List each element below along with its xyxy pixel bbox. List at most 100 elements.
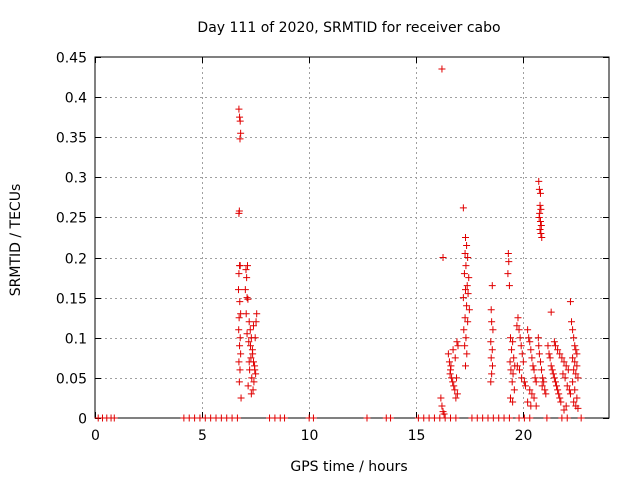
data-point bbox=[447, 362, 455, 370]
data-point bbox=[506, 334, 514, 342]
data-point bbox=[570, 334, 578, 342]
data-point bbox=[242, 310, 250, 318]
data-point bbox=[540, 378, 548, 386]
data-point bbox=[546, 354, 554, 362]
data-point bbox=[573, 394, 581, 402]
data-point bbox=[541, 386, 549, 394]
data-point bbox=[459, 294, 467, 302]
data-point bbox=[521, 382, 529, 390]
data-point bbox=[110, 414, 118, 422]
data-point bbox=[461, 342, 469, 350]
y-tick-label: 0.15 bbox=[56, 292, 87, 308]
data-point bbox=[550, 338, 558, 346]
data-point bbox=[461, 250, 469, 258]
data-point bbox=[558, 354, 566, 362]
y-tick-label: 0.45 bbox=[56, 51, 87, 67]
data-point bbox=[460, 326, 468, 334]
y-tick-label: 0.2 bbox=[65, 252, 87, 268]
data-point bbox=[250, 378, 258, 386]
x-tick-label: 20 bbox=[515, 428, 533, 444]
data-point bbox=[538, 382, 546, 390]
data-point bbox=[243, 262, 251, 270]
data-point bbox=[527, 346, 535, 354]
data-point bbox=[236, 298, 244, 306]
data-point bbox=[452, 394, 460, 402]
data-point bbox=[518, 350, 526, 358]
data-point bbox=[505, 258, 513, 266]
data-point bbox=[438, 402, 446, 410]
data-point bbox=[445, 358, 453, 366]
data-point bbox=[532, 402, 540, 410]
data-point bbox=[509, 398, 517, 406]
data-point bbox=[233, 414, 241, 422]
data-point bbox=[242, 266, 250, 274]
data-point bbox=[563, 414, 571, 422]
data-point bbox=[560, 406, 568, 414]
data-point bbox=[243, 274, 251, 282]
data-point bbox=[236, 366, 244, 374]
data-point bbox=[236, 342, 244, 350]
data-point bbox=[504, 270, 512, 278]
data-point bbox=[508, 346, 516, 354]
y-tick-labels: 0 0.05 0.1 0.15 0.2 0.25 0.3 0.35 0.4 0.45 bbox=[56, 51, 87, 428]
data-point bbox=[235, 105, 243, 113]
data-point bbox=[463, 242, 471, 250]
data-point bbox=[506, 358, 514, 366]
data-point bbox=[519, 358, 527, 366]
data-point bbox=[489, 326, 497, 334]
data-point bbox=[557, 398, 565, 406]
data-point bbox=[550, 374, 558, 382]
data-point bbox=[463, 282, 471, 290]
data-point bbox=[252, 318, 260, 326]
data-point bbox=[236, 334, 244, 342]
data-point bbox=[574, 374, 582, 382]
data-point bbox=[539, 374, 547, 382]
y-tick-label: 0.4 bbox=[65, 91, 87, 107]
data-points bbox=[94, 65, 585, 422]
data-point bbox=[577, 414, 585, 422]
data-point bbox=[235, 209, 243, 217]
data-point bbox=[281, 414, 289, 422]
data-point bbox=[462, 286, 470, 294]
axis-ticks bbox=[95, 57, 609, 419]
data-point bbox=[548, 366, 556, 374]
data-point bbox=[237, 129, 245, 137]
data-point bbox=[437, 394, 445, 402]
data-point bbox=[573, 362, 581, 370]
data-point bbox=[459, 204, 467, 212]
data-point bbox=[460, 270, 468, 278]
x-tick-labels: 0 5 10 15 20 bbox=[91, 428, 532, 444]
data-point bbox=[234, 286, 242, 294]
data-point bbox=[488, 362, 496, 370]
data-point bbox=[571, 386, 579, 394]
data-point bbox=[488, 318, 496, 326]
data-point bbox=[462, 234, 470, 241]
data-point bbox=[464, 254, 472, 262]
data-point bbox=[509, 338, 517, 346]
data-point bbox=[465, 274, 473, 282]
data-point bbox=[487, 354, 495, 362]
data-point bbox=[363, 414, 371, 422]
data-point bbox=[237, 350, 245, 358]
grid-lines bbox=[95, 57, 609, 418]
data-point bbox=[530, 366, 538, 374]
data-point bbox=[526, 414, 534, 422]
data-point bbox=[528, 390, 536, 398]
data-point bbox=[444, 350, 452, 358]
data-point bbox=[246, 342, 254, 350]
data-point bbox=[549, 370, 557, 378]
data-point bbox=[556, 350, 564, 358]
data-point bbox=[454, 342, 462, 350]
data-point bbox=[544, 342, 552, 350]
data-point bbox=[573, 350, 581, 358]
data-point bbox=[569, 354, 577, 362]
data-point bbox=[244, 382, 252, 390]
data-point bbox=[513, 362, 521, 370]
data-point bbox=[245, 318, 253, 326]
data-point bbox=[526, 386, 534, 394]
chart-title: Day 111 of 2020, SRMTID for receiver cab… bbox=[197, 20, 500, 36]
data-point bbox=[525, 334, 533, 342]
x-tick-label: 5 bbox=[198, 428, 207, 444]
data-point bbox=[235, 270, 243, 278]
data-point bbox=[505, 282, 513, 290]
